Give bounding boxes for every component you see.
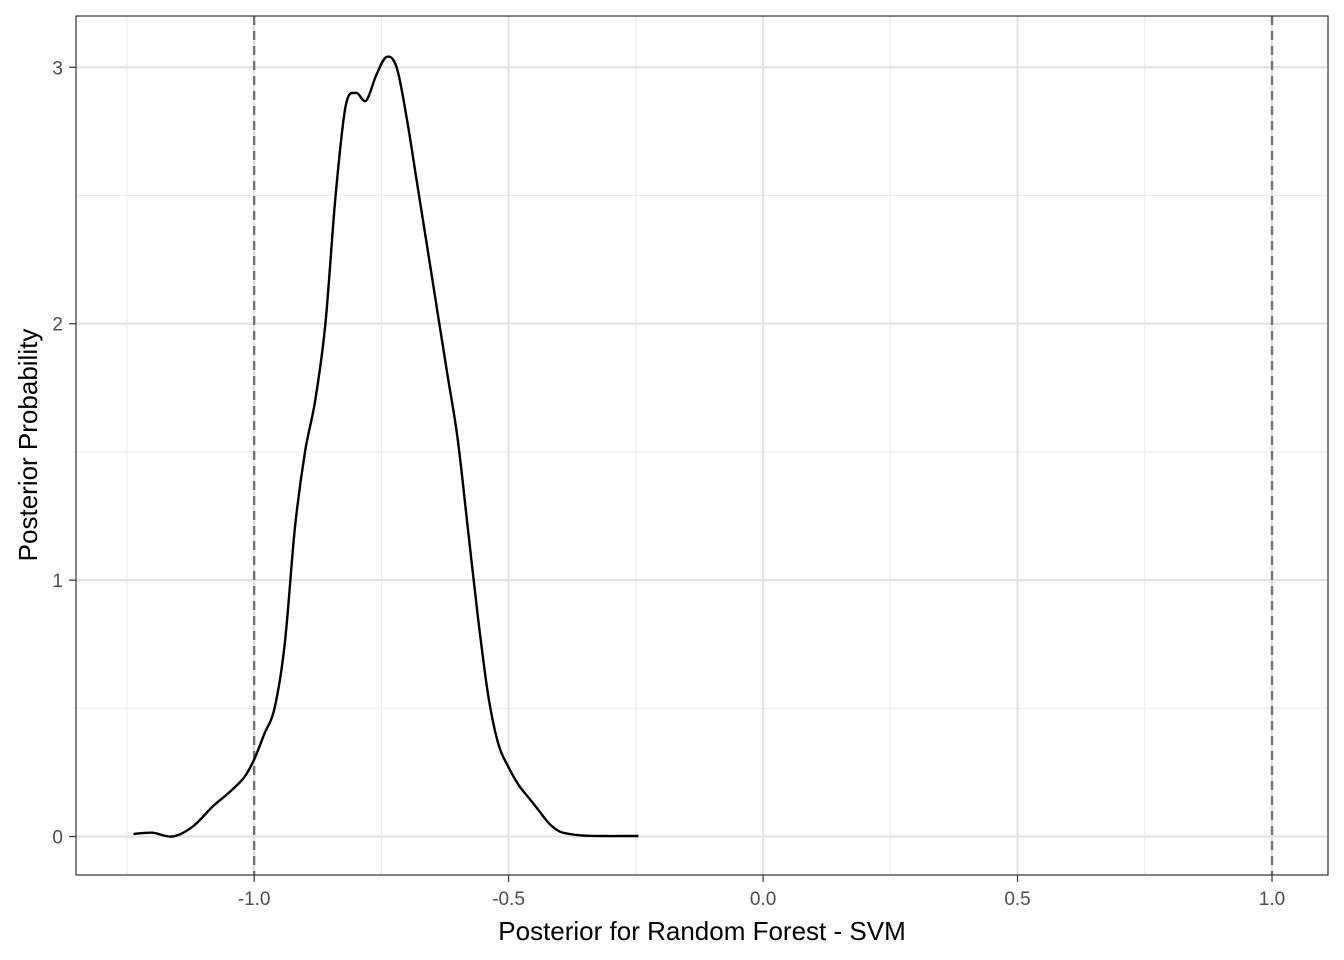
reference-lines xyxy=(252,16,1274,875)
y-axis: 0 1 2 3 xyxy=(52,58,76,849)
x-tick-label: -1.0 xyxy=(238,889,271,910)
x-axis: -1.0 -0.5 0.0 0.5 1.0 xyxy=(238,875,1285,910)
density-curve xyxy=(133,55,639,838)
x-tick-label: 0.0 xyxy=(750,889,776,910)
x-tick-label: 1.0 xyxy=(1259,889,1285,910)
y-tick-label: 2 xyxy=(52,315,63,336)
panel-background xyxy=(76,16,1328,875)
y-tick-label: 3 xyxy=(52,58,63,79)
y-axis-title: Posterior Probability xyxy=(13,329,43,562)
y-tick-label: 0 xyxy=(52,828,63,849)
x-tick-label: 0.5 xyxy=(1004,889,1030,910)
panel-border xyxy=(75,15,1329,876)
y-tick-label: 1 xyxy=(52,571,63,592)
minor-grid xyxy=(76,16,1328,875)
major-grid xyxy=(76,16,1328,875)
x-axis-title: Posterior for Random Forest - SVM xyxy=(498,916,905,946)
x-tick-label: -0.5 xyxy=(492,889,525,910)
